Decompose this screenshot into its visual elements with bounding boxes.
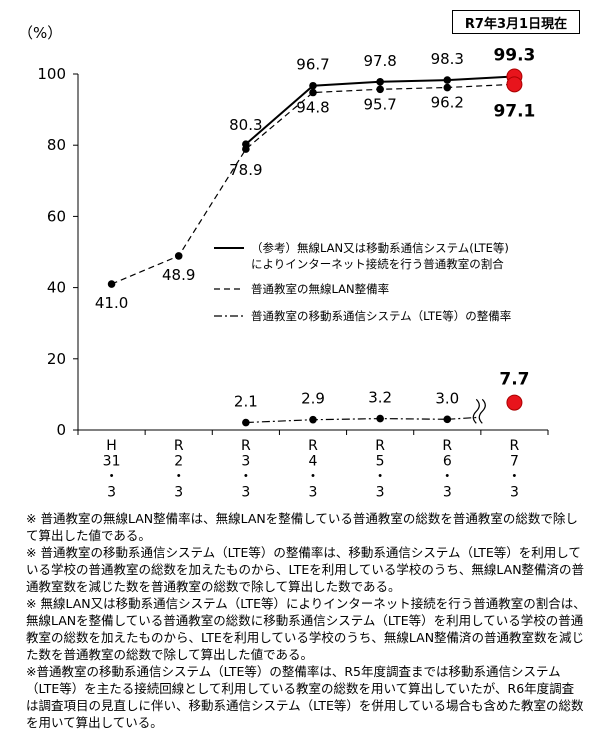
x-tick-label: R6・3 (440, 438, 454, 501)
legend-label: によりインターネット接続を行う普通教室の割合 (251, 257, 504, 271)
data-label: 99.3 (493, 45, 535, 65)
data-point (174, 252, 183, 260)
data-point (242, 145, 250, 153)
legend-layer: （参考）無線LAN又は移動系通信システム(LTE等) によりインターネット接続を行… (214, 241, 511, 323)
data-label: 96.2 (431, 94, 464, 112)
footnotes: ※ 普通教室の無線LAN整備率は、無線LANを整備している普通教室の総数を普通教… (26, 510, 586, 731)
data-point (376, 85, 384, 94)
x-tick-label-part: 3 (241, 485, 250, 501)
y-tick-label: 80 (47, 136, 66, 154)
y-tick-label: 0 (56, 421, 66, 439)
x-tick-label: R5・3 (373, 438, 387, 501)
legend-entry: 普通教室の無線LAN整備率 (214, 282, 389, 296)
data-point (443, 415, 452, 424)
highlight-point (506, 394, 523, 411)
data-point (443, 76, 452, 84)
data-label: 98.3 (431, 50, 464, 68)
x-tick-label-part: ・ (105, 469, 119, 485)
legend-entry: （参考）無線LAN又は移動系通信システム(LTE等) によりインターネット接続を行… (214, 241, 509, 271)
x-tick-label-part: 3 (107, 485, 116, 501)
series-layer (107, 68, 523, 427)
data-label: 3.0 (435, 389, 459, 407)
x-tick-label-part: 3 (443, 485, 452, 501)
y-tick-label: 20 (47, 350, 66, 368)
x-tick-label-part: R (241, 438, 251, 454)
footnote-item: ※ 無線LAN又は移動系通信システム（LTE等）によりインターネット接続を行う普… (26, 596, 586, 662)
series-line (245, 417, 448, 424)
y-tick-label: 100 (37, 65, 66, 83)
x-tick-label-part: R (510, 438, 520, 454)
x-tick-label-part: 3 (241, 454, 250, 470)
data-point (107, 280, 116, 288)
x-tick-label-part: 3 (376, 485, 385, 501)
data-point (443, 83, 452, 92)
data-label: 95.7 (363, 95, 396, 113)
data-label: 2.9 (301, 390, 325, 408)
data-label: 94.8 (296, 99, 329, 117)
line-chart: 020406080100H31・3R2・3R3・3R4・3R5・3R6・3R7・… (37, 45, 549, 501)
y-tick-label: 40 (47, 279, 66, 297)
x-tick-label-part: 3 (309, 485, 318, 501)
x-tick-label-part: H (106, 438, 117, 454)
y-axis-unit-label: （%） (18, 24, 63, 42)
data-point (376, 414, 384, 423)
as-of-date-badge: R7年3月1日現在 (452, 10, 580, 34)
x-tick-label-part: 2 (174, 454, 183, 470)
x-tick-label-part: ・ (306, 469, 320, 485)
data-label: 80.3 (229, 116, 262, 134)
x-tick-label-part: 7 (510, 454, 519, 470)
x-tick-label-part: ・ (507, 469, 521, 485)
x-tick-label-part: ・ (172, 469, 186, 485)
x-tick-label-part: 4 (309, 454, 318, 470)
data-point (309, 415, 317, 424)
axis-break-mark (478, 398, 486, 424)
x-tick-label-part: 6 (443, 454, 452, 470)
data-label: 48.9 (162, 266, 195, 284)
data-label: 97.1 (493, 101, 535, 121)
footnote-item: ※普通教室の移動系通信システム（LTE等）の整備率は、R5年度調査までは移動系通… (26, 664, 584, 730)
axes-layer: 020406080100H31・3R2・3R3・3R4・3R5・3R6・3R7・… (37, 65, 549, 501)
x-tick-label: R4・3 (306, 438, 320, 501)
legend-entry: 普通教室の移動系通信システム（LTE等）の整備率 (214, 309, 511, 323)
x-tick-label-part: R (174, 438, 184, 454)
axis-break-mark (472, 398, 480, 424)
data-label: 2.1 (234, 393, 258, 411)
x-tick-label: R7・3 (507, 438, 521, 501)
x-tick-label-part: R (308, 438, 318, 454)
x-tick-label-part: 5 (376, 454, 385, 470)
series-line-segment (447, 416, 480, 420)
data-labels-layer: 80.3 96.7 97.8 98.3 99.3 41.0 48.9 78.9 94.8 95.7… (95, 45, 536, 410)
x-tick-label-part: 3 (174, 485, 183, 501)
legend-label: （参考）無線LAN又は移動系通信システム(LTE等) (251, 241, 509, 255)
footnote-item: ※ 普通教室の無線LAN整備率は、無線LANを整備している普通教室の総数を普通教… (26, 511, 578, 543)
x-tick-label-part: R (442, 438, 452, 454)
x-tick-label-part: R (375, 438, 385, 454)
x-tick-label-part: ・ (373, 469, 387, 485)
x-tick-label-part: 31 (103, 454, 121, 470)
x-tick-label-part: 3 (510, 485, 519, 501)
data-label: 97.8 (363, 52, 396, 70)
data-label: 96.7 (296, 56, 329, 74)
x-tick-label-part: ・ (440, 469, 454, 485)
data-label: 7.7 (499, 370, 529, 390)
x-tick-label: R3・3 (239, 438, 253, 501)
series-dashed (107, 76, 523, 288)
legend-label: 普通教室の無線LAN整備率 (251, 282, 389, 296)
highlight-point (506, 76, 523, 93)
data-label: 3.2 (368, 389, 392, 407)
data-label: 41.0 (95, 294, 128, 312)
data-label: 78.9 (229, 161, 262, 179)
legend-label: 普通教室の移動系通信システム（LTE等）の整備率 (251, 309, 511, 323)
data-point (376, 78, 384, 86)
data-point (309, 88, 317, 97)
x-tick-label-part: ・ (239, 469, 253, 485)
series-dashdot (242, 394, 523, 427)
x-tick-label: R2・3 (172, 438, 186, 501)
x-tick-label: H31・3 (103, 438, 121, 501)
y-tick-label: 60 (47, 207, 66, 225)
data-point (242, 418, 250, 427)
footnote-item: ※ 普通教室の移動系通信システム（LTE等）の整備率は、移動系通信システム（LT… (26, 545, 585, 594)
data-point (309, 81, 317, 90)
